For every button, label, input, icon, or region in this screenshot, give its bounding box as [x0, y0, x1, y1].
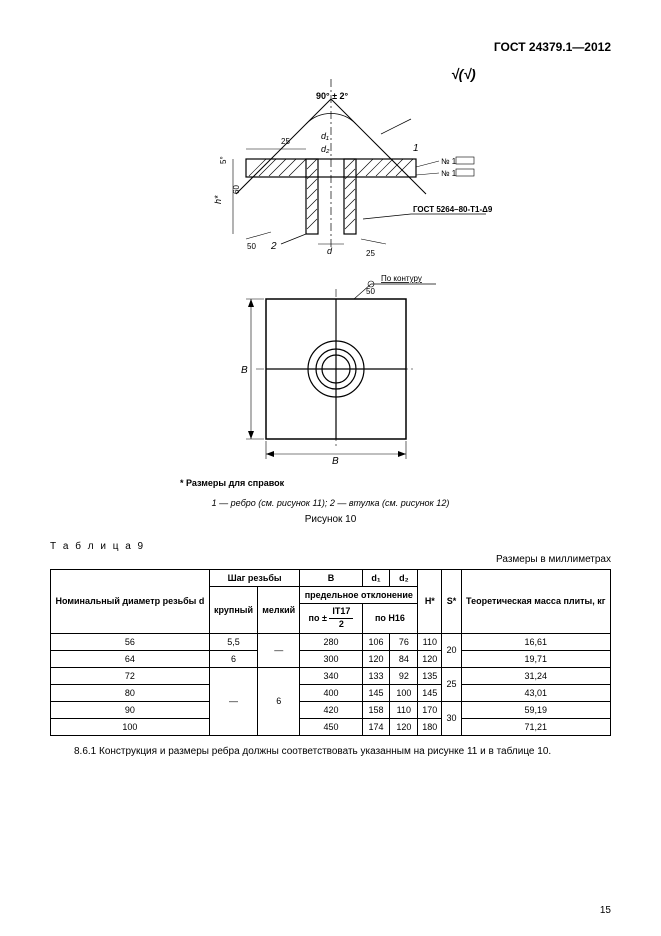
table-row: 100 450 174 120 180 71,21: [51, 718, 611, 735]
svg-text:5°: 5°: [219, 156, 228, 164]
svg-text:ГОСТ 5264–80-Т1-Δ9: ГОСТ 5264–80-Т1-Δ9: [413, 205, 493, 214]
svg-text:50: 50: [247, 242, 256, 251]
svg-text:25: 25: [366, 249, 375, 258]
col-d2: d₂: [390, 570, 418, 587]
col-coarse: крупный: [209, 587, 257, 634]
svg-text:d: d: [327, 246, 333, 256]
figure-label: Рисунок 10: [50, 514, 611, 525]
svg-text:2: 2: [270, 241, 277, 252]
paragraph-861: 8.6.1 Конструкция и размеры ребра должны…: [50, 746, 611, 757]
table-row: 56 5,5 — 280 106 76 110 20 16,61: [51, 633, 611, 650]
table-number: Т а б л и ц а 9: [50, 541, 611, 552]
svg-text:h*: h*: [213, 195, 223, 204]
col-fine: мелкий: [258, 587, 300, 634]
figure-caption: 1 — ребро (см. рисунок 11); 2 — втулка (…: [50, 498, 611, 508]
svg-text:№ 1: № 1: [441, 157, 457, 166]
svg-text:B: B: [241, 365, 248, 376]
bottom-plan-svg: По контуру 50 B: [206, 269, 456, 469]
document-header: ГОСТ 24379.1—2012: [50, 40, 611, 54]
col-h16: по Н16: [362, 604, 418, 634]
table-row: 72 — 6 340 133 92 135 25 31,24: [51, 667, 611, 684]
top-cross-section-svg: √(√) 90° ± 2°: [151, 64, 511, 264]
table-row: 64 6 300 120 84 120 19,71: [51, 650, 611, 667]
diagram-footnote: * Размеры для справок: [180, 478, 611, 488]
svg-text:По контуру: По контуру: [381, 274, 422, 283]
col-B: B: [300, 570, 362, 587]
svg-text:25: 25: [281, 137, 290, 146]
angle-label: 90° ± 2°: [316, 91, 349, 101]
col-mass: Теоретическая масса плиты, кг: [461, 570, 610, 634]
col-deviation: предельное отклонение: [300, 587, 418, 604]
svg-text:№ 1: № 1: [441, 169, 457, 178]
col-H: H*: [418, 570, 442, 634]
table-row: 80 400 145 100 145 43,01: [51, 684, 611, 701]
col-d: Номинальный диаметр резьбы d: [51, 570, 210, 634]
col-pitch: Шаг резьбы: [209, 570, 299, 587]
col-S: S*: [442, 570, 461, 634]
table-row: 90 420 158 110 170 30 59,19: [51, 701, 611, 718]
col-it17: по ± IT17 2: [300, 604, 362, 634]
page-number: 15: [600, 905, 611, 916]
table-units: Размеры в миллиметрах: [50, 554, 611, 565]
col-d1: d₁: [362, 570, 390, 587]
svg-text:60: 60: [232, 185, 241, 194]
svg-text:d₁: d₁: [321, 131, 329, 141]
svg-text:50: 50: [366, 287, 375, 296]
svg-text:B: B: [332, 456, 339, 467]
svg-text:d₂: d₂: [321, 144, 330, 154]
surface-mark: √(√): [451, 66, 476, 82]
figure-10-diagrams: √(√) 90° ± 2°: [50, 64, 611, 488]
table-9: Номинальный диаметр резьбы d Шаг резьбы …: [50, 569, 611, 736]
svg-text:1: 1: [413, 143, 419, 154]
